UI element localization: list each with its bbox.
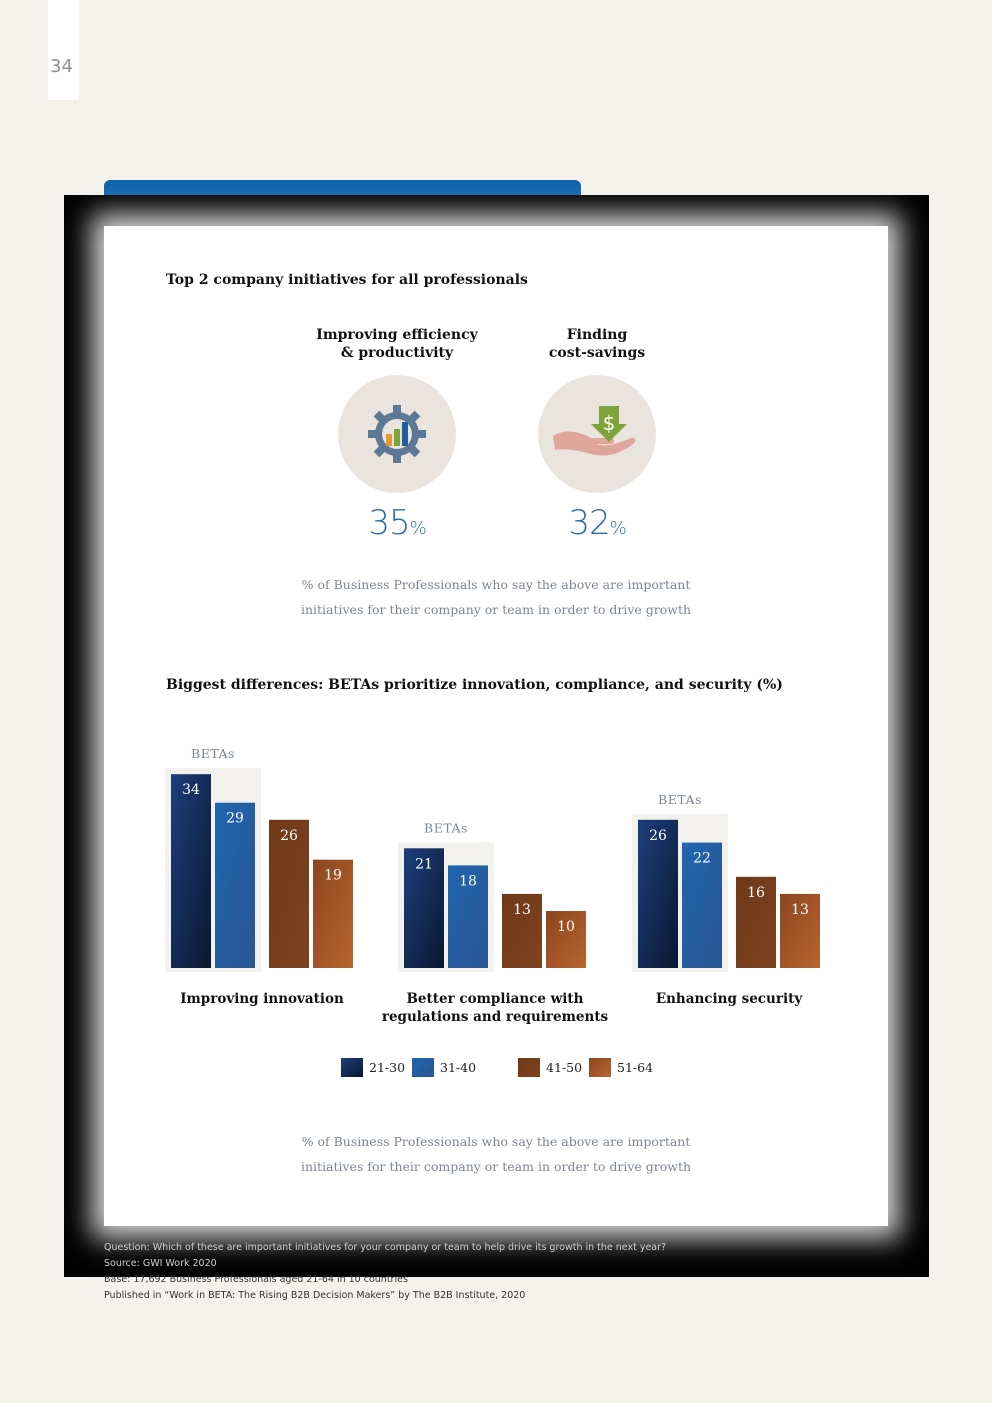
svg-text:$: $ bbox=[603, 411, 616, 435]
betas-label: BETAs bbox=[191, 746, 235, 761]
bar-41-50 bbox=[736, 876, 776, 968]
footer-source: Source: GWI Work 2020 bbox=[104, 1258, 217, 1269]
initiative-cost-savings: Finding cost-savings $ 32% bbox=[497, 326, 697, 543]
betas-label: BETAs bbox=[424, 820, 468, 835]
bottom-note-line1: % of Business Professionals who say the … bbox=[301, 1134, 691, 1149]
data-label: 34 bbox=[182, 782, 200, 798]
footer-question: Question: Which of these are important i… bbox=[104, 1242, 667, 1253]
initiative-efficiency: Improving efficiency & productivity bbox=[297, 326, 497, 543]
legend-label: 51-64 bbox=[617, 1060, 653, 1075]
legend-label: 21-30 bbox=[369, 1060, 405, 1075]
data-label: 29 bbox=[226, 811, 244, 827]
data-label: 13 bbox=[791, 902, 809, 918]
content-card: Top 2 company initiatives for all profes… bbox=[104, 226, 888, 1226]
legend-swatch-41-50 bbox=[518, 1058, 540, 1077]
initiative-value: 35% bbox=[368, 503, 426, 543]
gear-chart-icon bbox=[368, 405, 426, 463]
page-number: 34 bbox=[50, 56, 73, 77]
data-label: 21 bbox=[415, 856, 433, 872]
category-label: Improving innovation bbox=[180, 991, 344, 1007]
initiative-label: Finding cost-savings bbox=[548, 327, 646, 361]
data-label: 10 bbox=[557, 919, 575, 935]
bar-31-40 bbox=[682, 842, 722, 968]
bar-21-30 bbox=[404, 848, 444, 968]
bar-41-50 bbox=[269, 819, 309, 968]
legend-swatch-31-40 bbox=[412, 1058, 434, 1077]
legend-swatch-51-64 bbox=[589, 1058, 611, 1077]
betas-label: BETAs bbox=[658, 792, 702, 807]
top-note-line1: % of Business Professionals who say the … bbox=[301, 577, 691, 592]
bar-31-40 bbox=[215, 802, 255, 968]
initiative-icon-circle bbox=[338, 375, 456, 493]
initiative-label: Improving efficiency & productivity bbox=[316, 327, 478, 361]
bar-51-64 bbox=[780, 893, 820, 968]
legend-swatch-21-30 bbox=[341, 1058, 363, 1077]
bottom-note-line2: initiatives for their company or team in… bbox=[300, 1159, 692, 1174]
bar-51-64 bbox=[546, 911, 586, 968]
footer: Question: Which of these are important i… bbox=[104, 1240, 666, 1304]
legend-label: 41-50 bbox=[546, 1060, 582, 1075]
initiative-value: 32% bbox=[568, 503, 626, 543]
data-label: 18 bbox=[459, 873, 477, 889]
data-label: 26 bbox=[649, 828, 667, 844]
top-note-line2: initiatives for their company or team in… bbox=[300, 602, 692, 617]
data-label: 19 bbox=[324, 868, 342, 884]
bar-21-30 bbox=[171, 774, 211, 968]
top-section-title: Top 2 company initiatives for all profes… bbox=[166, 272, 528, 288]
category-label: Better compliance with regulations and re… bbox=[382, 991, 609, 1025]
bar-51-64 bbox=[313, 859, 353, 968]
page-tab bbox=[48, 0, 79, 100]
legend-label: 31-40 bbox=[440, 1060, 476, 1075]
data-label: 26 bbox=[280, 828, 298, 844]
bar-21-30 bbox=[638, 819, 678, 968]
footer-base: Base: 17,692 Business Professionals aged… bbox=[104, 1274, 408, 1285]
data-label: 16 bbox=[747, 885, 765, 901]
category-label: Enhancing security bbox=[656, 991, 803, 1007]
top-note: % of Business Professionals who say the … bbox=[104, 572, 888, 622]
hand-dollar-icon: $ bbox=[553, 406, 636, 456]
bar-41-50 bbox=[502, 893, 542, 968]
bottom-note: % of Business Professionals who say the … bbox=[104, 1129, 888, 1179]
initiative-icon-circle: $ bbox=[538, 375, 656, 493]
bar-31-40 bbox=[448, 865, 488, 968]
bar-chart: BETAs 34 29 26 19 Improving innovation BETAs 21… bbox=[165, 746, 820, 1077]
footer-published: Published in “Work in BETA: The Rising B… bbox=[104, 1290, 526, 1301]
data-label: 13 bbox=[513, 902, 531, 918]
data-label: 22 bbox=[693, 851, 711, 867]
bottom-section-title: Biggest differences: BETAs prioritize in… bbox=[166, 677, 783, 693]
